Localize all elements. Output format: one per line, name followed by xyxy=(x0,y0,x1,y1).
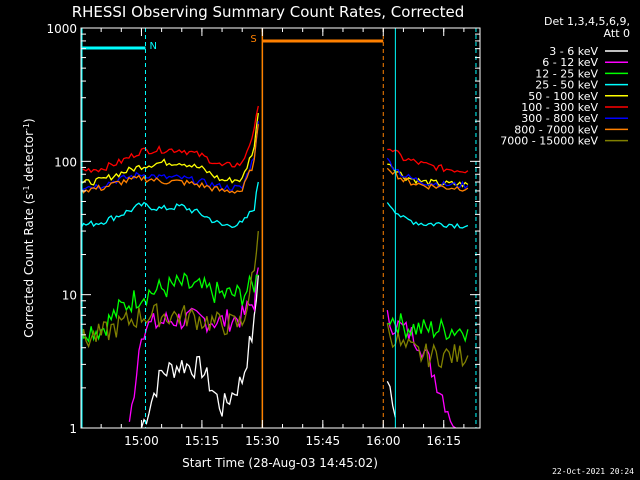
x-tick-label-5: 16:15 xyxy=(426,434,461,448)
y-label-sup2: -1 xyxy=(22,123,31,131)
x-tick-label-2: 15:30 xyxy=(245,434,280,448)
plot-frame xyxy=(80,27,481,429)
series-layer xyxy=(80,105,469,429)
legend-header-line2: Att 0 xyxy=(604,27,630,40)
series-8-segment-0 xyxy=(80,231,259,349)
x-axis: 15:00 15:15 15:30 15:45 16:00 16:15 xyxy=(100,28,465,448)
legend-label-4: 50 - 100 keV xyxy=(528,90,598,103)
legend-label-8: 7000 - 15000 keV xyxy=(500,135,598,148)
series-6-segment-0 xyxy=(80,121,259,191)
series-7-segment-0 xyxy=(80,124,259,194)
x-axis-label: Start Time (28-Aug-03 14:45:02) xyxy=(182,456,378,470)
interval-lines xyxy=(81,28,477,428)
series-0-segment-1 xyxy=(386,381,397,418)
legend-label-5: 100 - 300 keV xyxy=(521,101,598,114)
series-6-segment-1 xyxy=(386,157,469,190)
y-label-mid: detector xyxy=(22,131,36,186)
y-label-end: ) xyxy=(22,118,36,123)
legend-header-line1: Det 1,3,4,5,6,9, xyxy=(544,15,630,28)
chart-title: RHESSI Observing Summary Count Rates, Co… xyxy=(72,3,465,21)
x-tick-label-3: 15:45 xyxy=(306,434,341,448)
y-tick-label-1: 10 xyxy=(62,289,77,303)
series-0-segment-0 xyxy=(140,275,259,429)
series-2-segment-0 xyxy=(80,272,259,344)
series-7-segment-1 xyxy=(386,167,469,192)
timestamp: 22-Oct-2021 20:24 xyxy=(552,467,634,476)
x-tick-label-4: 16:00 xyxy=(366,434,401,448)
legend-label-1: 6 - 12 keV xyxy=(542,56,598,69)
series-3-segment-0 xyxy=(80,181,259,229)
series-4-segment-0 xyxy=(80,113,259,186)
y-tick-label-0: 1 xyxy=(69,422,77,436)
series-3-segment-1 xyxy=(386,202,469,229)
series-4-segment-1 xyxy=(387,163,469,188)
x-tick-label-0: 15:00 xyxy=(124,434,159,448)
flag-label-n: N xyxy=(149,41,156,52)
legend-label-0: 3 - 6 keV xyxy=(549,45,598,58)
series-5-segment-0 xyxy=(80,105,259,174)
legend-label-3: 25 - 50 keV xyxy=(535,79,598,92)
y-label-main: Corrected Count Rate (s xyxy=(22,193,36,337)
x-tick-label-1: 15:15 xyxy=(185,434,220,448)
y-tick-label-3: 1000 xyxy=(46,22,77,36)
y-label-sup1: -1 xyxy=(22,185,31,193)
y-axis-label: Corrected Count Rate (s-1 detector-1) xyxy=(22,118,37,337)
legend-label-7: 800 - 7000 keV xyxy=(514,123,598,136)
flag-layer: NS xyxy=(81,34,384,52)
legend-label-2: 12 - 25 keV xyxy=(535,67,598,80)
flag-label-s: S xyxy=(250,34,256,45)
y-axis: 1 10 100 1000 xyxy=(46,22,480,436)
legend-label-6: 300 - 800 keV xyxy=(521,112,598,125)
series-8-segment-1 xyxy=(386,323,469,369)
series-5-segment-1 xyxy=(387,148,469,174)
y-tick-label-2: 100 xyxy=(54,155,77,169)
series-2-segment-1 xyxy=(387,313,469,343)
